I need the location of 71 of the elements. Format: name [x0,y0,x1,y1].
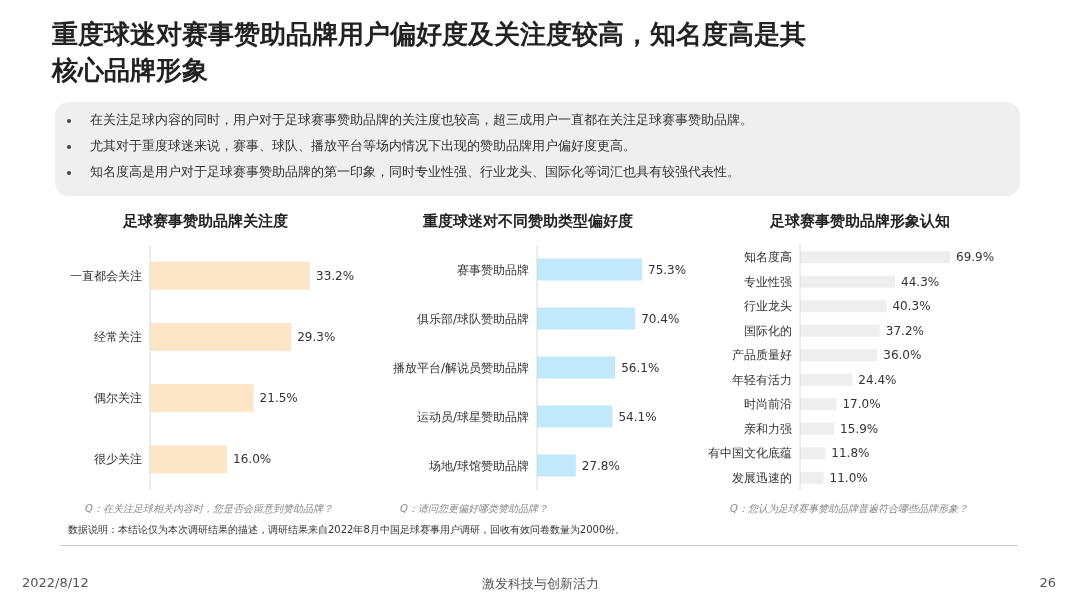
data-label: 37.2% [885,323,924,338]
bar [537,307,636,330]
data-label: 24.4% [858,372,897,387]
data-label: 29.3% [297,329,336,344]
data-label: 70.4% [641,311,680,326]
y-tick-label: 行业龙头 [744,299,792,314]
bar [800,251,950,264]
data-label: 21.5% [259,391,298,406]
y-tick-label: 偶尔关注 [94,391,142,406]
data-label: 75.3% [648,262,687,277]
y-tick-label: 年轻有活力 [732,372,792,387]
text: 数据说明：本结论仅为本次调研结果的描述，调研结果来自2022年8月中国足球赛事用户调研，回收有效问卷数量为2000份。 [68,523,626,537]
y-tick-label: 有中国文化底蕴 [708,446,792,461]
data-label: 11.0% [829,470,868,485]
bar [150,322,292,351]
bar [537,405,613,428]
chart-title: 足球赛事赞助品牌形象认知 [769,212,951,231]
data-label: 17.0% [842,397,881,412]
data-label: 36.0% [883,348,922,363]
bar [800,471,824,484]
data-label: 44.3% [901,274,940,289]
text: Q：您认为足球赛事赞助品牌普遍符合哪些品牌形象？ [730,502,968,516]
y-tick-label: 赛事赞助品牌 [457,262,529,277]
y-tick-label: 场地/球馆赞助品牌 [427,458,529,473]
data-label: 56.1% [621,360,660,375]
data-label: 54.1% [618,409,657,424]
data-label: 11.8% [831,446,870,461]
data-label: 69.9% [956,250,995,265]
y-tick-label: 运动员/球星赞助品牌 [416,409,529,424]
y-tick-label: 知名度高 [744,250,792,265]
data-label: 16.0% [233,452,272,467]
data-label: 33.2% [316,268,355,283]
bar [800,324,880,337]
text: 激发科技与创新活力 [481,576,599,591]
y-tick-label: 发展迅速的 [732,470,792,485]
bar [537,258,642,281]
y-tick-label: 国际化的 [744,323,792,338]
bar [800,422,835,435]
y-tick-label: 很少关注 [94,452,142,467]
data-label: 40.3% [892,299,931,314]
chart-title: 足球赛事赞助品牌关注度 [121,212,289,231]
text: 知名度高是用户对于足球赛事赞助品牌的第一印象，同时专业性强、行业龙头、国际化等词汇也具有较强代表性。 [90,163,741,181]
text: 在关注足球内容的同时，用户对于足球赛事赞助品牌的关注度也较高，超三成用户一直都在关注足球赛事赞助品牌。 [90,111,754,129]
y-tick-label: 产品质量好 [732,348,792,363]
chart-title: 重度球迷对不同赞助类型偏好度 [422,212,634,231]
y-tick-label: 专业性强 [744,274,792,289]
text: Q：请问您更偏好哪类赞助品牌？ [400,502,548,516]
bar [800,300,887,313]
text: Q：在关注足球相关内容时，您是否会留意到赞助品牌？ [85,502,333,516]
text: 重度球迷对赛事赞助品牌用户偏好度及关注度较高，知名度高是其核心品牌形象 [52,18,807,87]
y-tick-label: 播放平台/解说员赞助品牌 [392,360,529,375]
text: 尤其对于重度球迷来说，赛事、球队、播放平台等场内情况下出现的赞助品牌用户偏好度更高。 [90,137,637,155]
bar [800,398,837,411]
y-tick-label: 时尚前沿 [744,397,792,412]
text: 26 [1038,575,1056,590]
bar [537,356,616,379]
y-tick-label: 一直都会关注 [70,268,142,283]
bar [150,445,228,474]
y-tick-label: 经常关注 [94,329,142,344]
bar [150,261,310,290]
data-label: 15.9% [840,421,879,436]
y-tick-label: 亲和力强 [744,421,792,436]
y-tick-label: 俱乐部/球队赞助品牌 [416,311,529,326]
data-label: 27.8% [581,458,620,473]
bar [537,454,576,477]
bar [800,373,853,386]
bar [150,384,254,413]
text: 2022/8/12 [22,575,89,590]
bar [800,349,878,362]
bar [800,447,826,460]
bar [800,275,896,288]
